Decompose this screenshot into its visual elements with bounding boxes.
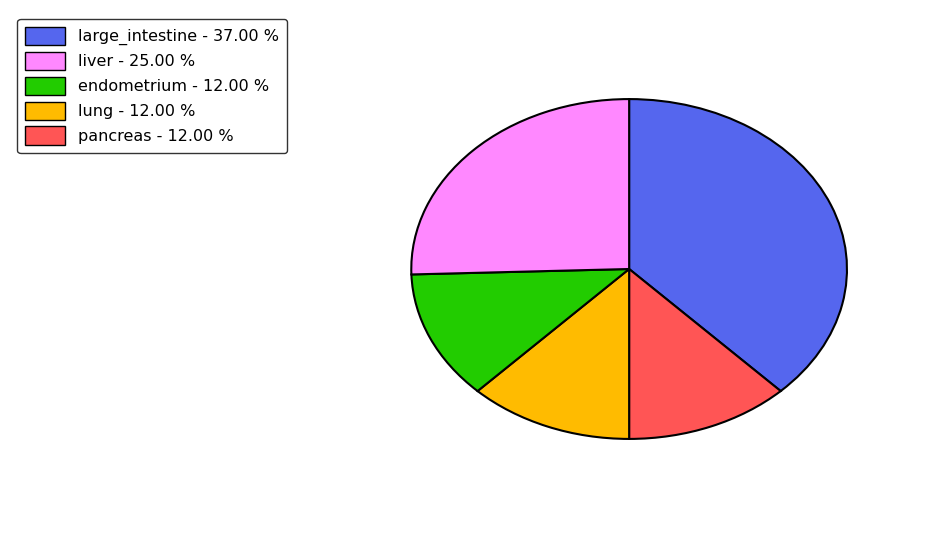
Wedge shape <box>629 269 780 439</box>
Legend: large_intestine - 37.00 %, liver - 25.00 %, endometrium - 12.00 %, lung - 12.00 : large_intestine - 37.00 %, liver - 25.00… <box>18 19 287 153</box>
Wedge shape <box>411 99 629 274</box>
Wedge shape <box>629 99 847 391</box>
Wedge shape <box>478 269 629 439</box>
Wedge shape <box>411 269 629 391</box>
